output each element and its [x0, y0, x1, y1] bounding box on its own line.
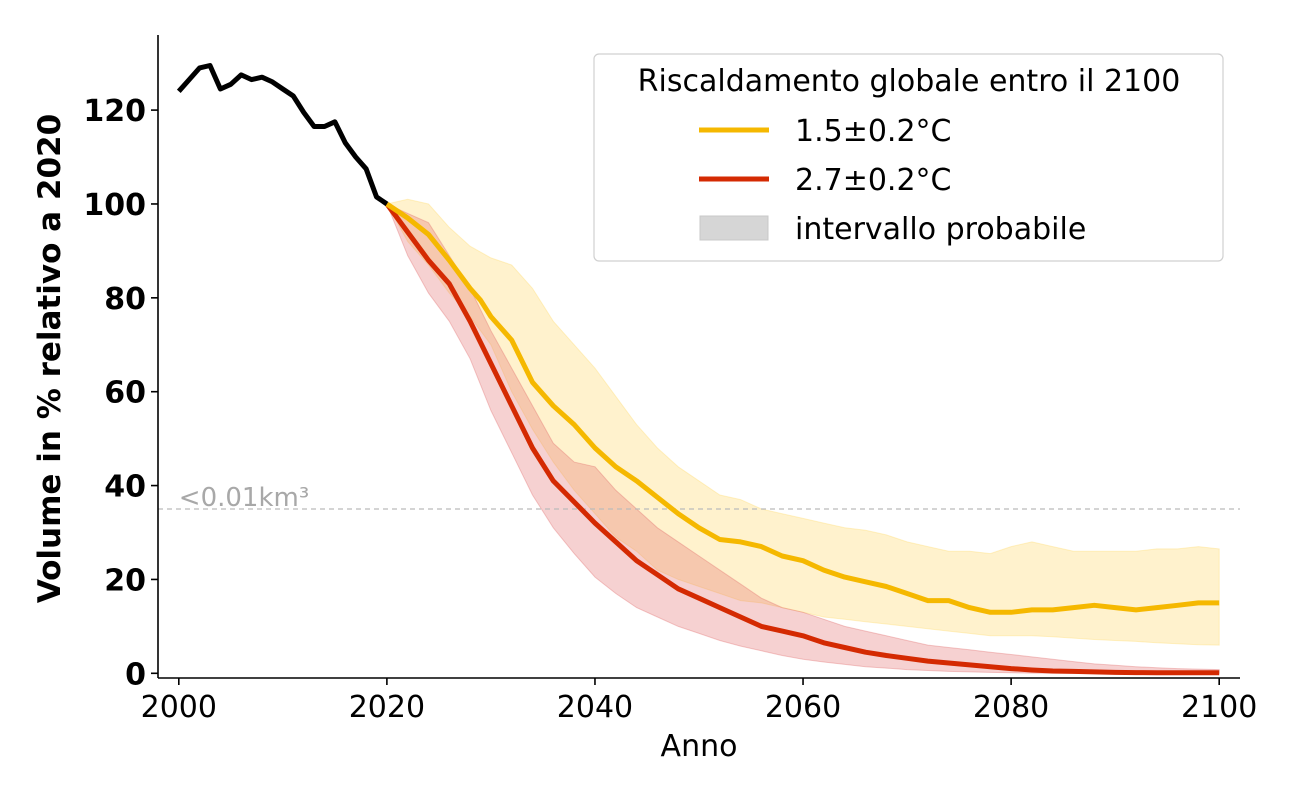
band-range-1.5 [386, 198, 1220, 646]
legend-entry-label: 1.5±0.2°C [795, 114, 952, 149]
y-tick-label: 80 [104, 282, 146, 317]
legend-entries: 1.5±0.2°C 2.7±0.2°C intervallo probabile [699, 114, 1086, 247]
x-tick-label: 2000 [141, 690, 217, 725]
line-scenario-2.7 [384, 202, 1220, 676]
y-tick-label: 0 [125, 657, 146, 692]
y-tick-label: 100 [83, 188, 146, 223]
x-tick-label: 2020 [349, 690, 425, 725]
y-tick-label: 60 [104, 376, 146, 411]
axes [157, 35, 1240, 679]
line-scenario-1.5 [385, 201, 1220, 615]
reference-line-label: <0.01km³ [179, 483, 309, 513]
x-axis-title: Anno [661, 729, 738, 764]
x-tick-label: 2060 [765, 690, 841, 725]
legend-entry-label: 2.7±0.2°C [795, 163, 952, 198]
likely-range-bands [385, 198, 1220, 674]
y-tick-label: 20 [104, 563, 146, 598]
y-tick-label: 40 [104, 470, 146, 505]
line-observed [176, 63, 389, 207]
legend: Riscaldamento globale entro il 2100 1.5±… [593, 53, 1224, 262]
x-tick-label: 2040 [557, 690, 633, 725]
legend-swatch-patch [699, 215, 769, 241]
series-lines [176, 63, 1220, 676]
legend-box [593, 53, 1224, 262]
y-tick-label: 120 [83, 94, 146, 129]
legend-title: Riscaldamento globale entro il 2100 [638, 64, 1181, 99]
y-axis-title: Volume in % relativo a 2020 [32, 114, 68, 603]
x-tick-label: 2100 [1181, 690, 1257, 725]
legend-entry-label: intervallo probabile [795, 212, 1086, 247]
x-tick-label: 2080 [973, 690, 1049, 725]
